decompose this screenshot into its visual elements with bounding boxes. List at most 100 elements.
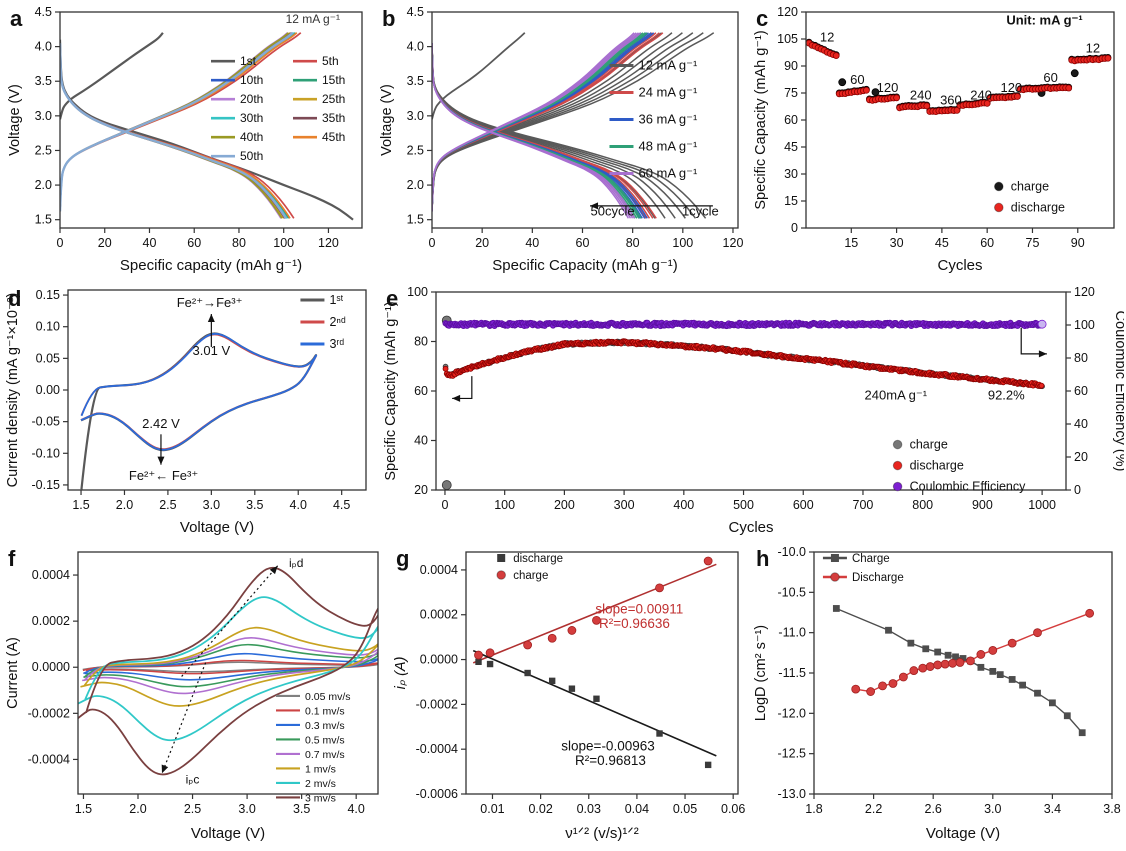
svg-text:60: 60 <box>1043 70 1057 85</box>
svg-text:-11.5: -11.5 <box>778 666 806 680</box>
svg-text:60 mA g⁻¹: 60 mA g⁻¹ <box>638 166 698 181</box>
svg-text:0.01: 0.01 <box>480 802 504 816</box>
svg-text:-0.0004: -0.0004 <box>28 752 70 766</box>
svg-text:Specific capacity (mAh g⁻¹): Specific capacity (mAh g⁻¹) <box>120 257 302 274</box>
svg-text:2.5: 2.5 <box>407 143 424 157</box>
svg-text:0: 0 <box>57 236 64 250</box>
svg-text:charge: charge <box>1011 179 1049 193</box>
svg-text:Voltage (V): Voltage (V) <box>180 519 254 536</box>
svg-text:0.0000: 0.0000 <box>32 660 70 674</box>
svg-text:Voltage (V): Voltage (V) <box>379 84 395 156</box>
svg-text:discharge: discharge <box>1011 200 1065 214</box>
svg-text:2.6: 2.6 <box>925 802 942 816</box>
svg-text:-0.10: -0.10 <box>32 446 61 460</box>
svg-text:3.5: 3.5 <box>35 74 52 88</box>
svg-text:92.2%: 92.2% <box>988 388 1025 403</box>
svg-text:360: 360 <box>940 93 962 108</box>
svg-text:600: 600 <box>793 498 814 512</box>
svg-text:3.0: 3.0 <box>35 109 52 123</box>
svg-text:0: 0 <box>791 221 798 235</box>
panel-g: 0.01 0.02 0.03 0.04 0.05 0.06 -0.0006 -0.0004 -0… <box>390 542 748 851</box>
svg-text:Current (A): Current (A) <box>5 637 21 709</box>
svg-text:3.0: 3.0 <box>238 802 255 816</box>
svg-text:20: 20 <box>98 236 112 250</box>
svg-text:-0.0002: -0.0002 <box>416 697 458 711</box>
svg-text:iₚ (A): iₚ (A) <box>393 657 409 690</box>
svg-text:0.1 mv/s: 0.1 mv/s <box>305 705 345 717</box>
svg-text:ν¹ᐟ² (v/s)¹ᐟ²: ν¹ᐟ² (v/s)¹ᐟ² <box>565 825 639 842</box>
svg-text:Fe²⁺← Fe³⁺: Fe²⁺← Fe³⁺ <box>129 468 198 483</box>
svg-text:12: 12 <box>1086 41 1100 56</box>
svg-text:240: 240 <box>970 87 992 102</box>
svg-text:100: 100 <box>1074 318 1095 332</box>
svg-text:Discharge: Discharge <box>852 572 904 584</box>
svg-text:700: 700 <box>853 498 874 512</box>
svg-text:30th: 30th <box>240 111 263 125</box>
svg-text:45th: 45th <box>322 130 345 144</box>
svg-text:50th: 50th <box>240 149 263 163</box>
svg-text:Coulombic Efficiency (%): Coulombic Efficiency (%) <box>1112 311 1124 472</box>
svg-text:-0.0004: -0.0004 <box>416 742 458 756</box>
svg-text:500: 500 <box>733 498 754 512</box>
svg-text:120: 120 <box>877 80 899 95</box>
svg-text:0: 0 <box>441 498 448 512</box>
svg-text:15: 15 <box>784 194 798 208</box>
svg-text:charge: charge <box>513 570 548 582</box>
svg-text:45: 45 <box>935 236 949 250</box>
svg-text:h: h <box>756 546 769 571</box>
svg-text:3.5: 3.5 <box>246 498 263 512</box>
svg-text:400: 400 <box>673 498 694 512</box>
svg-text:0.0002: 0.0002 <box>32 614 70 628</box>
svg-text:40th: 40th <box>240 130 263 144</box>
svg-text:-0.05: -0.05 <box>32 415 61 429</box>
svg-text:0: 0 <box>1074 483 1081 497</box>
svg-text:R²=0.96636: R²=0.96636 <box>599 616 670 631</box>
svg-text:15: 15 <box>844 236 858 250</box>
svg-text:f: f <box>8 546 16 571</box>
panel-a: 0 20 40 60 80 100 120 1.5 2.0 2.5 3.0 3.5 4.0 4.5 Spec… <box>4 2 374 283</box>
svg-text:800: 800 <box>912 498 933 512</box>
svg-text:80: 80 <box>232 236 246 250</box>
svg-text:100: 100 <box>407 285 428 299</box>
svg-text:1ˢᵗ: 1ˢᵗ <box>329 293 343 307</box>
svg-text:60: 60 <box>1074 384 1088 398</box>
svg-text:40: 40 <box>414 434 428 448</box>
svg-text:2.0: 2.0 <box>129 802 146 816</box>
svg-text:3ʳᵈ: 3ʳᵈ <box>329 337 344 351</box>
svg-text:-0.0002: -0.0002 <box>28 706 70 720</box>
svg-text:60: 60 <box>187 236 201 250</box>
svg-text:LogD (cm² s⁻¹): LogD (cm² s⁻¹) <box>753 625 769 721</box>
svg-text:1.5: 1.5 <box>75 802 92 816</box>
svg-text:3.8: 3.8 <box>1103 802 1120 816</box>
svg-text:100: 100 <box>273 236 294 250</box>
svg-text:3 mv/s: 3 mv/s <box>305 792 336 804</box>
svg-text:iₚd: iₚd <box>289 556 303 570</box>
svg-text:2.0: 2.0 <box>35 178 52 192</box>
svg-text:slope=0.00911: slope=0.00911 <box>595 602 683 617</box>
svg-text:1.5: 1.5 <box>407 213 424 227</box>
svg-text:4.5: 4.5 <box>35 5 52 19</box>
svg-text:0.15: 0.15 <box>36 288 60 302</box>
svg-text:1000: 1000 <box>1028 498 1056 512</box>
svg-text:c: c <box>756 6 768 31</box>
svg-text:20th: 20th <box>240 92 263 106</box>
svg-text:2 mv/s: 2 mv/s <box>305 778 336 790</box>
svg-text:24 mA g⁻¹: 24 mA g⁻¹ <box>638 85 698 100</box>
svg-text:30: 30 <box>784 167 798 181</box>
svg-text:3.4: 3.4 <box>1044 802 1061 816</box>
panel-g-chart: 0.01 0.02 0.03 0.04 0.05 0.06 -0.0006 -0.0004 -0… <box>393 546 745 842</box>
svg-text:100: 100 <box>494 498 515 512</box>
svg-text:-0.15: -0.15 <box>32 478 61 492</box>
svg-text:20: 20 <box>414 483 428 497</box>
svg-text:e: e <box>386 286 398 311</box>
svg-text:Cycles: Cycles <box>728 519 773 536</box>
svg-text:4.0: 4.0 <box>407 40 424 54</box>
svg-text:Specific Capacity (mAh g⁻¹): Specific Capacity (mAh g⁻¹) <box>753 30 769 209</box>
panel-b-chart: 0 20 40 60 80 100 120 1.5 2.0 2.5 3.0 3.5 4.0 4.5 Spec… <box>379 5 743 274</box>
svg-text:1.5: 1.5 <box>35 213 52 227</box>
svg-text:d: d <box>8 286 21 311</box>
svg-text:90: 90 <box>784 59 798 73</box>
svg-text:Current density (mA g⁻¹×10⁻³): Current density (mA g⁻¹×10⁻³) <box>5 293 21 488</box>
svg-text:4.0: 4.0 <box>290 498 307 512</box>
